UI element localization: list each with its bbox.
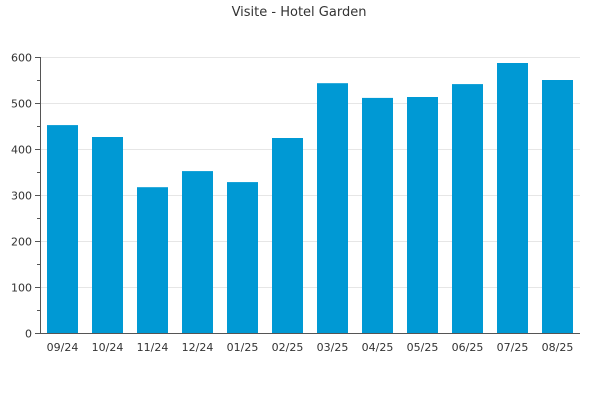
y-axis-ticks: 0 100 200 300 400 500 600 <box>11 52 40 341</box>
x-tick-label: 07/25 <box>497 341 529 354</box>
x-axis-ticks: 09/24 10/24 11/24 12/24 01/25 02/25 03/25 04/25… <box>47 341 574 354</box>
chart-title: Visite - Hotel Garden <box>232 5 367 20</box>
x-tick-label: 06/25 <box>452 341 484 354</box>
y-tick-label: 300 <box>11 190 32 203</box>
x-tick-label: 04/25 <box>362 341 394 354</box>
y-tick-label: 200 <box>11 236 32 249</box>
bar-06-25 <box>452 84 483 333</box>
bar-07-25 <box>497 63 528 333</box>
x-tick-label: 12/24 <box>182 341 214 354</box>
y-tick-label: 600 <box>11 52 32 65</box>
axes <box>40 57 580 334</box>
gridlines <box>40 57 580 288</box>
x-tick-label: 11/24 <box>137 341 169 354</box>
x-tick-label: 05/25 <box>407 341 439 354</box>
y-tick-label: 100 <box>11 282 32 295</box>
bar-12-24 <box>182 171 213 333</box>
y-tick-label: 500 <box>11 98 32 111</box>
bars <box>47 63 573 334</box>
bar-04-25 <box>362 97 393 334</box>
x-tick-label: 08/25 <box>542 341 574 354</box>
x-tick-label: 10/24 <box>92 341 124 354</box>
bar-09-24 <box>47 125 78 333</box>
bar-08-25 <box>542 80 573 333</box>
bar-01-25 <box>227 182 258 333</box>
x-tick-label: 01/25 <box>227 341 259 354</box>
x-tick-label: 02/25 <box>272 341 304 354</box>
x-tick-label: 09/24 <box>47 341 79 354</box>
bar-05-25 <box>407 97 438 333</box>
bar-10-24 <box>92 137 123 333</box>
bar-11-24 <box>137 187 168 333</box>
x-tick-label: 03/25 <box>317 341 349 354</box>
bar-02-25 <box>272 138 303 333</box>
bar-03-25 <box>317 83 348 333</box>
y-tick-label: 0 <box>25 328 32 341</box>
y-tick-label: 400 <box>11 144 32 157</box>
